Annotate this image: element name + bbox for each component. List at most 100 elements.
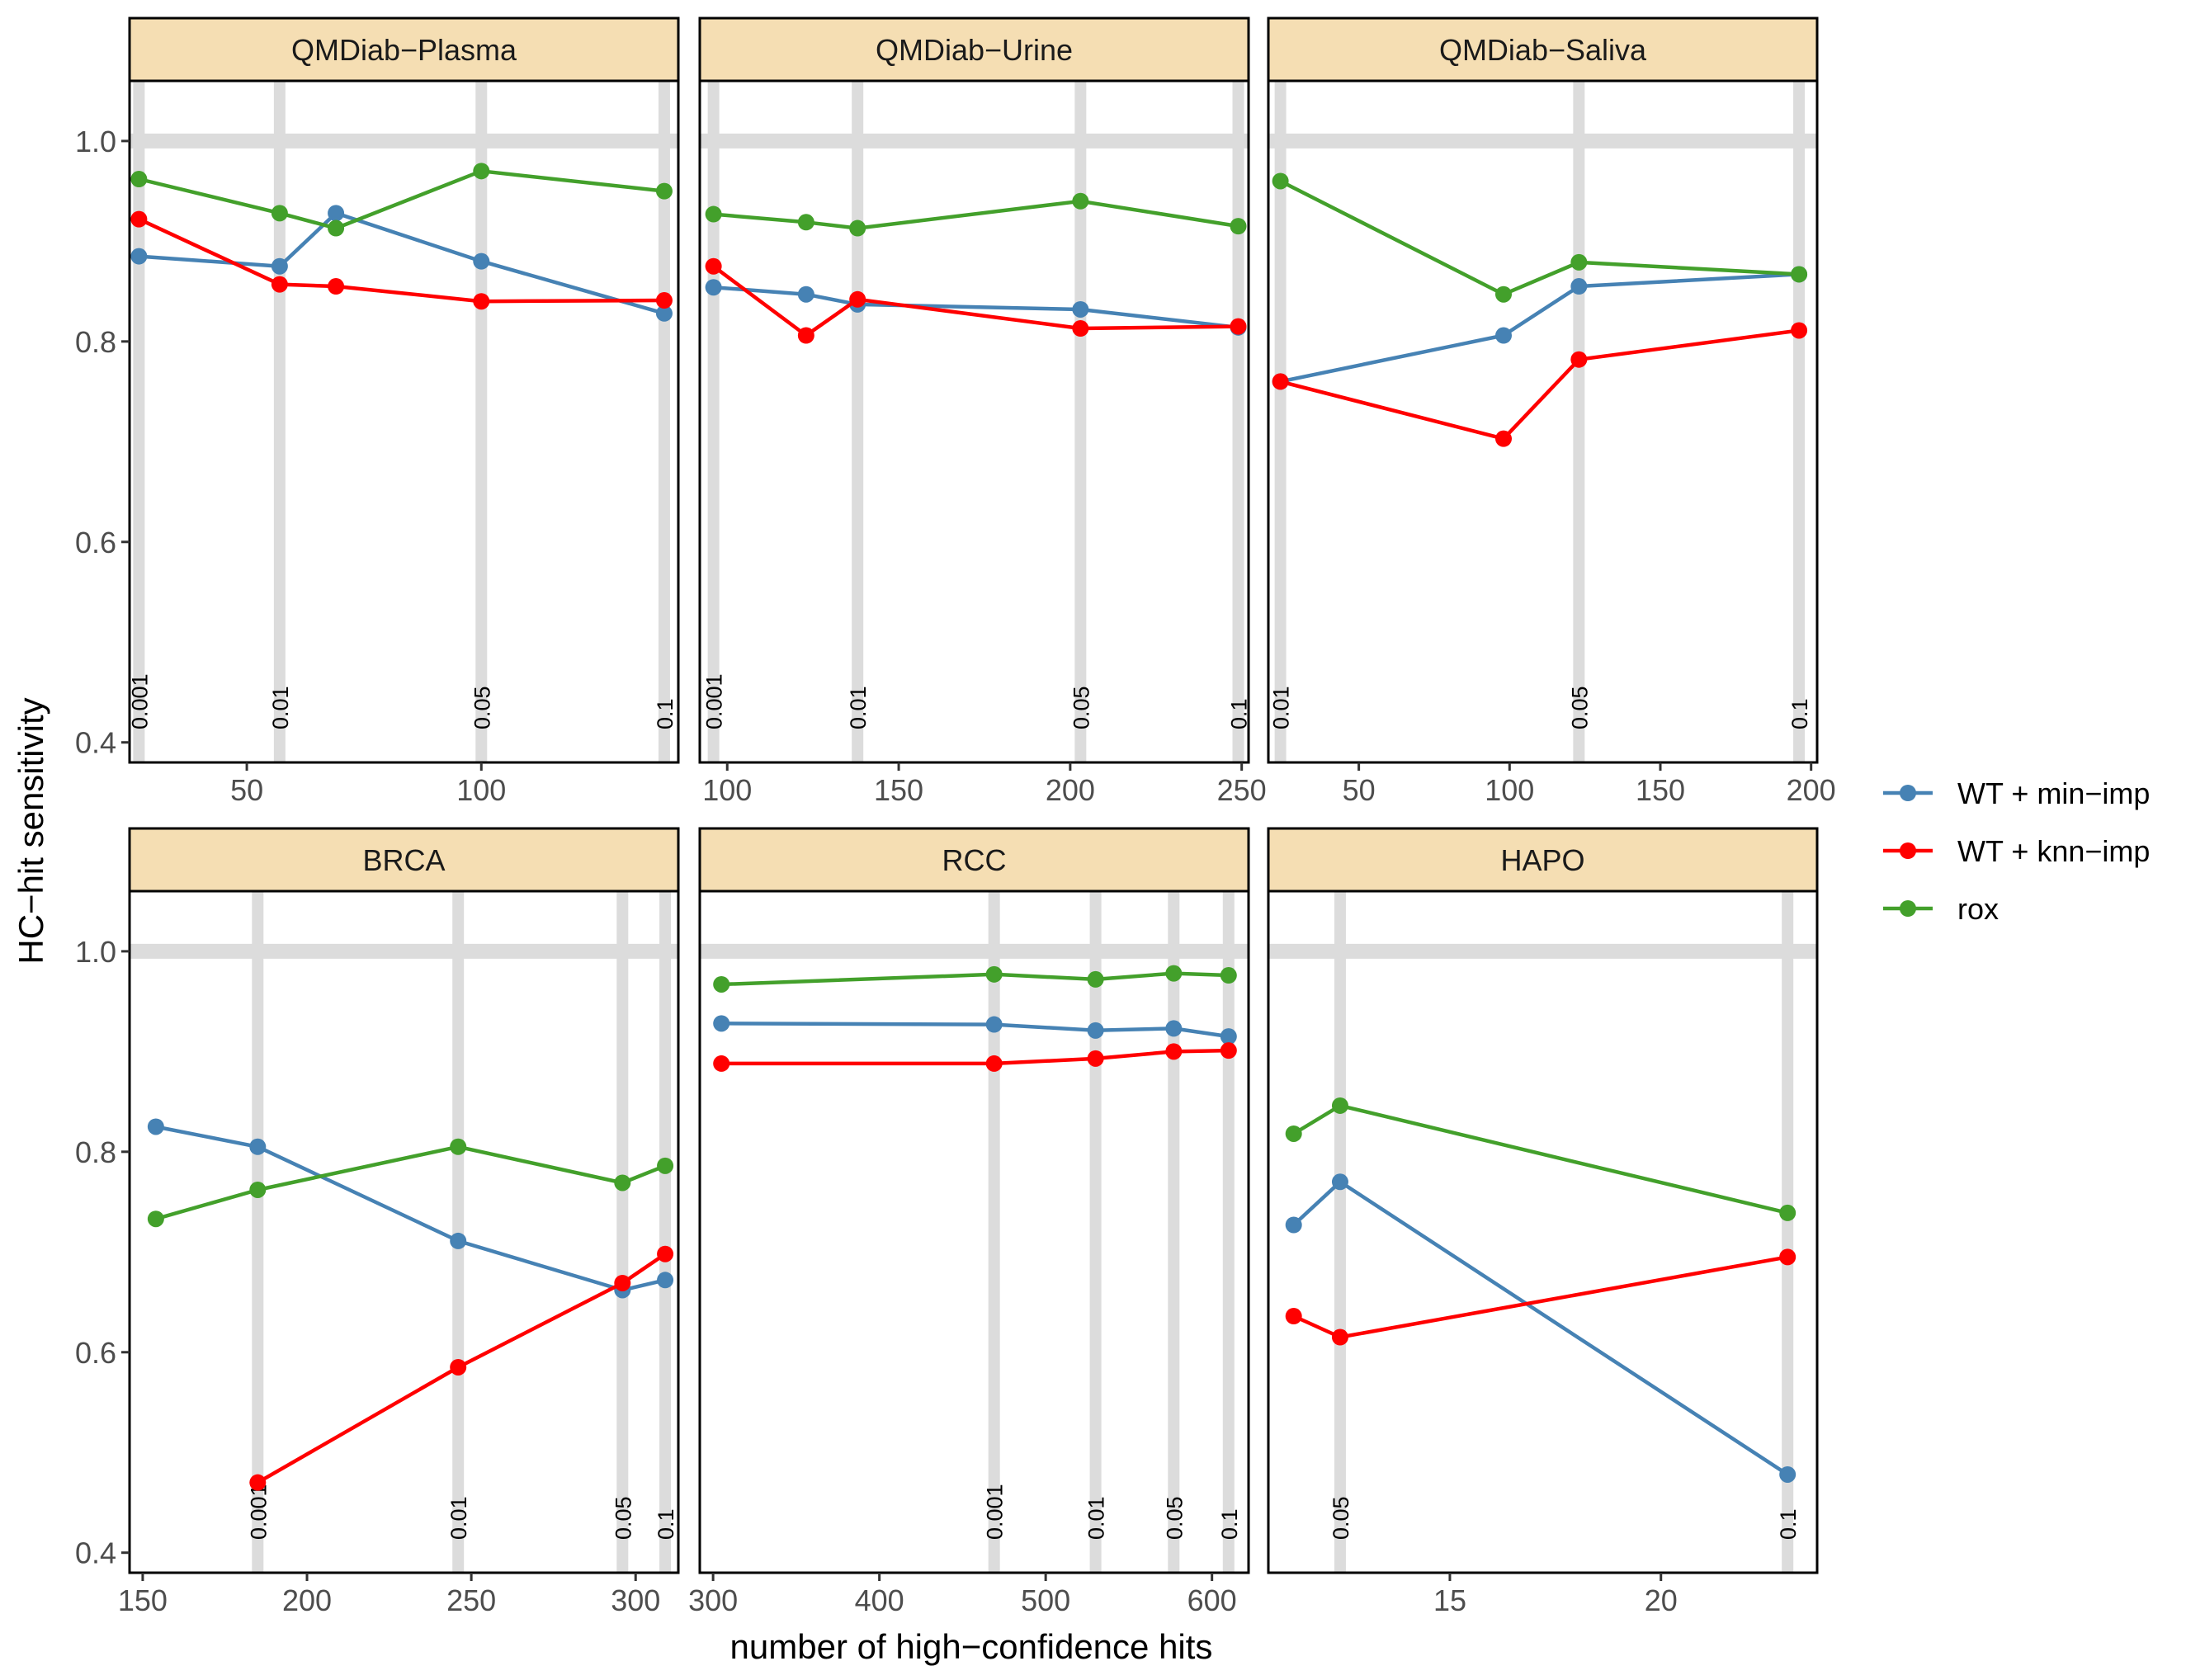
panel-brca-point-wt-knn-imp-2 <box>614 1274 631 1291</box>
panel-qmdiab-plasma-x-tick-label-1: 100 <box>456 773 506 807</box>
panel-qmdiab-plasma-point-wt-knn-imp-3 <box>473 293 490 310</box>
panel-brca-point-rox-3 <box>614 1174 631 1192</box>
panel-qmdiab-plasma-point-rox-0 <box>130 171 148 188</box>
panel-brca-strip <box>128 827 680 893</box>
panel-brca-point-wt-min-imp-1 <box>249 1138 267 1155</box>
panel-qmdiab-urine-point-wt-knn-imp-3 <box>1072 320 1089 337</box>
panel-hapo-point-wt-min-imp-1 <box>1331 1173 1348 1191</box>
panel-rcc-point-rox-1 <box>985 965 1003 983</box>
panel-qmdiab-urine-point-wt-knn-imp-2 <box>849 290 866 308</box>
panel-brca-strip-title: BRCA <box>362 843 445 877</box>
panel-brca-point-wt-knn-imp-1 <box>450 1358 467 1376</box>
panel-brca-point-wt-knn-imp-3 <box>657 1245 674 1262</box>
panel-brca-x-tick-label-3: 300 <box>611 1583 660 1617</box>
panel-brca-x-tick-label-2: 250 <box>446 1583 496 1617</box>
panel-qmdiab-saliva-point-wt-knn-imp-0 <box>1272 373 1289 390</box>
panel-qmdiab-plasma-threshold-label-0-1: 0.1 <box>653 698 678 729</box>
panel-qmdiab-plasma-point-wt-knn-imp-4 <box>655 292 673 309</box>
panel-qmdiab-saliva-point-wt-knn-imp-1 <box>1495 430 1512 447</box>
panel-qmdiab-plasma: QMDiab−Plasma 0.001 0.01 0.05 0.1 50 100 <box>127 17 680 807</box>
panel-rcc-point-wt-min-imp-0 <box>713 1015 730 1032</box>
panel-qmdiab-urine-x-tick-label-3: 250 <box>1217 773 1267 807</box>
panel-qmdiab-plasma-x-tick-label-0: 50 <box>230 773 263 807</box>
panel-hapo-strip-title: HAPO <box>1500 843 1584 877</box>
legend-key-point-wt-knn-imp <box>1900 842 1916 859</box>
panel-qmdiab-urine-point-rox-0 <box>705 205 722 223</box>
panel-qmdiab-saliva-point-rox-2 <box>1570 253 1588 271</box>
panel-qmdiab-saliva-threshold-label-0-05: 0.05 <box>1567 686 1592 729</box>
panel-hapo-point-wt-knn-imp-1 <box>1331 1328 1348 1346</box>
panel-qmdiab-urine-threshold-label-0-001: 0.001 <box>702 673 727 729</box>
panel-qmdiab-urine-point-wt-knn-imp-1 <box>797 327 814 344</box>
legend-key-point-rox <box>1900 900 1916 917</box>
panel-qmdiab-plasma-threshold-label-0-001: 0.001 <box>127 673 152 729</box>
panel-qmdiab-urine-point-rox-4 <box>1230 218 1247 235</box>
panel-qmdiab-saliva-point-rox-0 <box>1272 172 1289 190</box>
panel-qmdiab-plasma-point-wt-knn-imp-0 <box>130 210 148 228</box>
y-axis-title: HC−hit sensitivity <box>12 697 50 964</box>
panel-brca-border <box>128 890 680 1574</box>
panel-qmdiab-plasma-point-wt-knn-imp-2 <box>328 278 345 295</box>
panel-qmdiab-plasma-point-rox-2 <box>328 219 345 237</box>
panel-qmdiab-plasma-y-tick-label-3: 1.0 <box>75 125 116 158</box>
panel-brca-threshold-label-0-05: 0.05 <box>611 1496 635 1540</box>
panel-rcc-point-wt-min-imp-1 <box>985 1016 1003 1033</box>
panel-qmdiab-urine-point-wt-knn-imp-4 <box>1230 318 1247 335</box>
panel-qmdiab-saliva-x-tick-label-2: 150 <box>1636 773 1685 807</box>
panel-rcc-point-wt-min-imp-2 <box>1087 1022 1104 1039</box>
panel-rcc-point-wt-knn-imp-4 <box>1220 1042 1237 1059</box>
panel-hapo: HAPO 0.05 0.1 15 20 <box>1267 827 1819 1617</box>
panel-rcc-point-rox-3 <box>1165 965 1183 982</box>
panel-hapo-point-wt-min-imp-2 <box>1779 1465 1796 1483</box>
panel-rcc-point-wt-min-imp-4 <box>1220 1028 1237 1045</box>
x-axis-title: number of high−confidence hits <box>730 1627 1213 1666</box>
panel-brca: BRCA 0.001 0.01 0.05 0.1 150 200 250 300 <box>118 827 680 1617</box>
panel-qmdiab-plasma-y-tick-label-0: 0.4 <box>75 726 116 760</box>
panel-qmdiab-saliva-line-wt-min-imp <box>1280 272 1800 384</box>
panel-qmdiab-plasma-point-wt-min-imp-4 <box>655 304 673 322</box>
panel-brca-threshold-label-0-001: 0.001 <box>246 1484 271 1540</box>
panel-brca-y-tick-label-3: 1.0 <box>75 935 116 969</box>
panel-rcc-threshold-label-0-1: 0.1 <box>1217 1508 1242 1540</box>
panel-qmdiab-saliva-point-rox-1 <box>1495 286 1512 303</box>
panel-qmdiab-urine-point-wt-min-imp-1 <box>797 286 814 303</box>
panel-rcc-point-wt-knn-imp-0 <box>713 1055 730 1072</box>
panel-qmdiab-plasma-border <box>128 79 680 764</box>
panel-qmdiab-saliva-x-tick-label-3: 200 <box>1787 773 1836 807</box>
panel-brca-point-rox-2 <box>450 1138 467 1155</box>
panel-qmdiab-urine-point-wt-knn-imp-0 <box>705 257 722 275</box>
panel-rcc-border <box>698 890 1250 1574</box>
panel-rcc: RCC 0.001 0.01 0.05 0.1 300 400 500 600 <box>688 827 1250 1617</box>
panel-qmdiab-plasma-point-wt-min-imp-3 <box>473 252 490 270</box>
panel-brca-point-wt-min-imp-2 <box>450 1232 467 1249</box>
panel-brca-threshold-label-0-1: 0.1 <box>654 1508 678 1540</box>
panel-rcc-threshold-label-0-001: 0.001 <box>983 1484 1008 1540</box>
panel-qmdiab-urine-x-tick-label-1: 150 <box>874 773 923 807</box>
panel-brca-point-wt-min-imp-0 <box>147 1118 164 1135</box>
panel-qmdiab-saliva-strip-title: QMDiab−Saliva <box>1439 33 1647 67</box>
panel-qmdiab-plasma-point-wt-min-imp-1 <box>271 257 288 275</box>
panel-qmdiab-plasma-y-tick-label-1: 0.6 <box>75 526 116 559</box>
legend-label-wt-min-imp: WT + min−imp <box>1957 776 2150 810</box>
panel-hapo-threshold-label-0-05: 0.05 <box>1329 1496 1353 1540</box>
panel-rcc-threshold-label-0-05: 0.05 <box>1162 1496 1187 1540</box>
panel-qmdiab-plasma-point-wt-min-imp-0 <box>130 248 148 265</box>
legend-label-rox: rox <box>1957 892 1999 926</box>
panel-qmdiab-plasma-threshold-label-0-01: 0.01 <box>268 686 293 729</box>
panel-qmdiab-plasma-threshold-label-0-05: 0.05 <box>470 686 494 729</box>
panel-rcc-point-wt-knn-imp-1 <box>985 1055 1003 1072</box>
legend-label-wt-knn-imp: WT + knn−imp <box>1957 834 2150 868</box>
panel-brca-y-tick-label-0: 0.4 <box>75 1536 116 1570</box>
panel-rcc-x-tick-label-2: 500 <box>1021 1583 1070 1617</box>
panel-qmdiab-plasma-point-wt-min-imp-2 <box>328 205 345 222</box>
panel-brca-point-rox-0 <box>147 1210 164 1228</box>
panel-qmdiab-urine-strip-title: QMDiab−Urine <box>876 33 1073 67</box>
panel-qmdiab-saliva-border <box>1267 79 1819 764</box>
panel-rcc-x-tick-label-0: 300 <box>688 1583 738 1617</box>
panel-qmdiab-saliva-line-wt-knn-imp <box>1280 328 1800 441</box>
panel-qmdiab-plasma-strip-title: QMDiab−Plasma <box>291 33 517 67</box>
panel-qmdiab-saliva-x-tick-label-1: 100 <box>1485 773 1534 807</box>
panel-brca-line-wt-knn-imp <box>257 1252 667 1484</box>
